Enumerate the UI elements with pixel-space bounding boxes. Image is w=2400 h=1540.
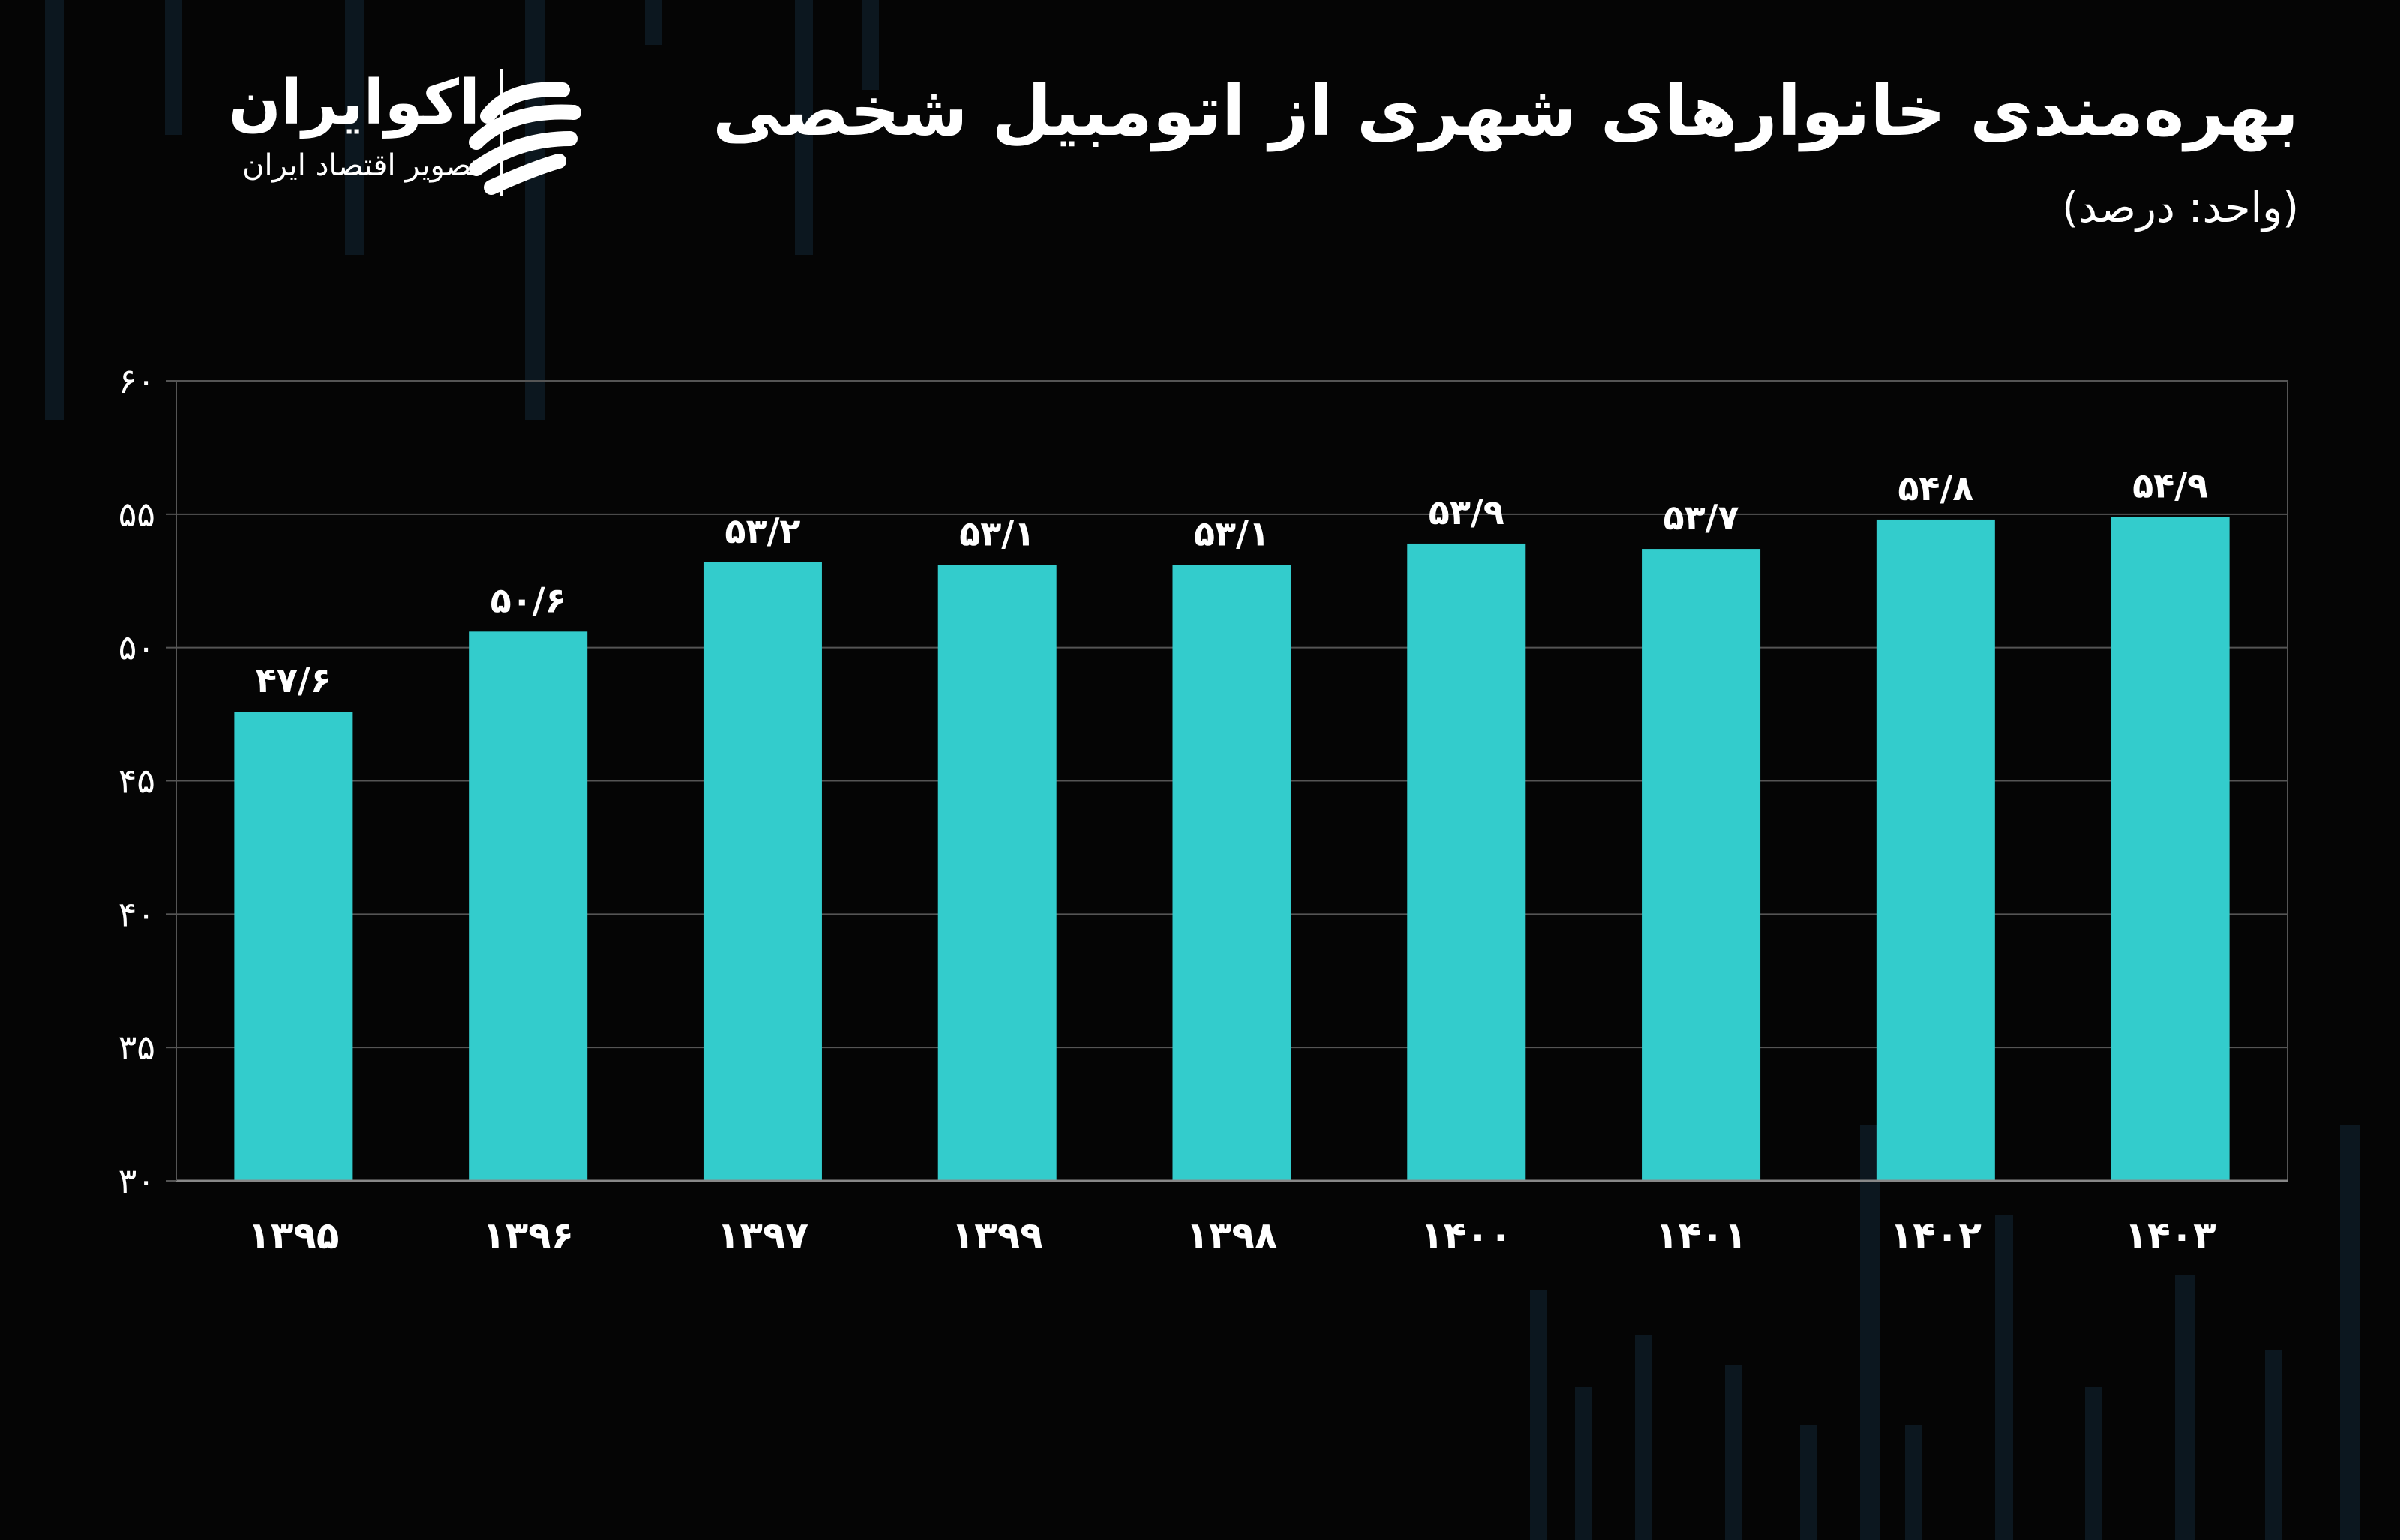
x-tick-label: ۱۴۰۱: [1655, 1214, 1747, 1257]
x-tick-label: ۱۳۹۹: [952, 1214, 1043, 1257]
data-label: ۵۳/۹: [1429, 492, 1504, 532]
bar: [1642, 549, 1761, 1181]
x-tick-label: ۱۴۰۲: [1890, 1214, 1982, 1257]
x-tick-label: ۱۳۹۵: [248, 1214, 339, 1257]
brand-logo: اکوایران تصویر اقتصاد ایران: [90, 60, 585, 210]
y-axis-ticks: ۳۰ ۳۵ ۴۰ ۴۵ ۵۰ ۵۵ ۶۰: [118, 361, 176, 1201]
bars: [234, 517, 2230, 1181]
logo-mark-icon: [469, 82, 581, 195]
bar: [1407, 543, 1526, 1181]
bar: [2110, 517, 2230, 1181]
bar: [703, 562, 822, 1181]
y-tick-label: ۳۰: [118, 1161, 155, 1201]
y-tick-label: ۶۰: [118, 361, 155, 401]
x-tick-label: ۱۴۰۳: [2125, 1214, 2216, 1257]
y-tick-label: ۴۰: [118, 894, 155, 934]
data-label: ۵۳/۷: [1664, 497, 1739, 538]
y-tick-label: ۵۰: [118, 628, 155, 668]
logo-name: اکوایران: [228, 67, 480, 139]
x-tick-label: ۱۳۹۶: [482, 1214, 574, 1257]
bar: [938, 565, 1057, 1181]
chart-subtitle: (واحد: درصد): [2062, 184, 2299, 232]
x-tick-label: ۱۴۰۰: [1420, 1214, 1512, 1257]
y-tick-label: ۳۵: [118, 1027, 155, 1068]
data-label: ۴۷/۶: [256, 660, 332, 700]
x-tick-label: ۱۳۹۷: [717, 1214, 808, 1257]
data-label: ۵۳/۱: [1194, 513, 1270, 553]
bar: [234, 712, 353, 1181]
category-labels: ۱۳۹۵ ۱۳۹۶ ۱۳۹۷ ۱۳۹۹ ۱۳۹۸ ۱۴۰۰ ۱۴۰۱ ۱۴۰۲ ۱۴۰۳: [248, 1214, 2216, 1257]
data-label: ۵۳/۱: [959, 513, 1035, 553]
bar: [1172, 565, 1292, 1181]
bar: [469, 631, 588, 1181]
logo-tagline: تصویر اقتصاد ایران: [242, 148, 480, 183]
bar: [1876, 519, 1995, 1181]
y-tick-label: ۴۵: [118, 761, 155, 801]
data-label: ۵۰/۶: [490, 580, 566, 620]
chart-title: بهره‌مندی خانوارهای شهری از اتومبیل شخصی: [712, 71, 2299, 151]
data-label: ۵۴/۹: [2132, 465, 2208, 505]
y-tick-label: ۵۵: [118, 494, 155, 535]
data-label: ۵۴/۸: [1898, 468, 1973, 508]
x-tick-label: ۱۳۹۸: [1186, 1214, 1277, 1257]
data-label: ۵۳/۲: [724, 511, 800, 551]
value-labels: ۴۷/۶ ۵۰/۶ ۵۳/۲ ۵۳/۱ ۵۳/۱ ۵۳/۹ ۵۳/۷ ۵۴/۸ ۵۴/۹: [256, 465, 2208, 700]
